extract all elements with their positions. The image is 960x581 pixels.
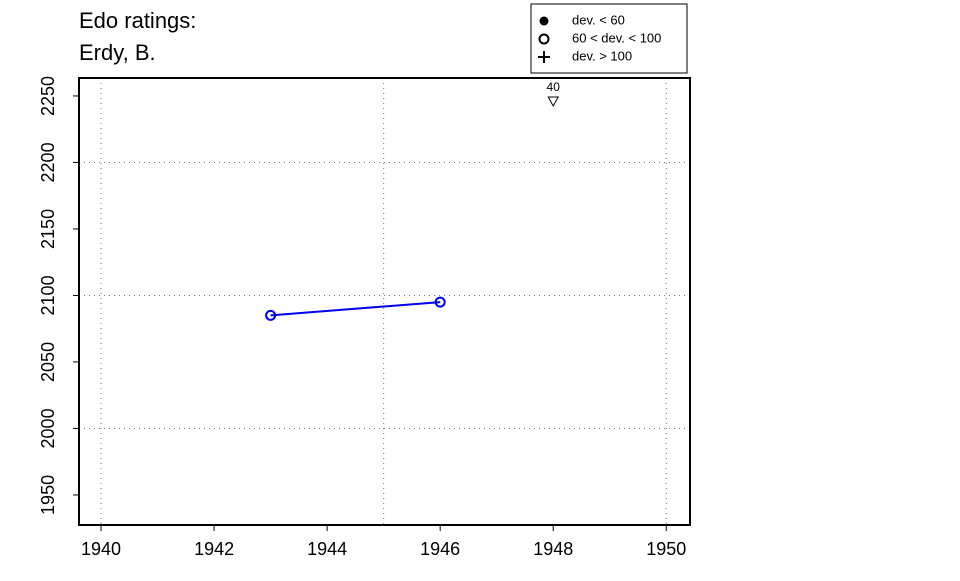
legend-label: 60 < dev. < 100 <box>572 30 661 45</box>
plot-frame <box>78 77 691 526</box>
marker <box>265 309 277 321</box>
y-tick-label: 2200 <box>38 142 58 182</box>
y-tick-label: 2000 <box>38 408 58 448</box>
y-tick-label: 2100 <box>38 275 58 315</box>
legend-label: dev. > 100 <box>572 48 632 63</box>
x-tick-label: 1948 <box>533 539 573 559</box>
marker <box>434 296 446 308</box>
chart-title: Erdy, B. <box>79 40 156 65</box>
y-tick-label: 2050 <box>38 342 58 382</box>
chart-title: Edo ratings: <box>79 8 196 33</box>
marker <box>538 33 550 45</box>
annotation-label: 40 <box>547 80 561 94</box>
series-line <box>270 301 441 317</box>
annotation-marker <box>547 96 560 108</box>
x-tick-label: 1942 <box>194 539 234 559</box>
x-tick-label: 1944 <box>307 539 347 559</box>
x-tick-label: 1940 <box>81 539 121 559</box>
legend-label: dev. < 60 <box>572 12 625 27</box>
marker <box>539 16 549 26</box>
legend-box <box>530 3 688 74</box>
x-tick-label: 1946 <box>420 539 460 559</box>
y-tick-label: 2150 <box>38 209 58 249</box>
marker <box>538 51 550 63</box>
y-tick-label: 2250 <box>38 76 58 116</box>
y-tick-label: 1950 <box>38 475 58 515</box>
x-tick-label: 1950 <box>646 539 686 559</box>
